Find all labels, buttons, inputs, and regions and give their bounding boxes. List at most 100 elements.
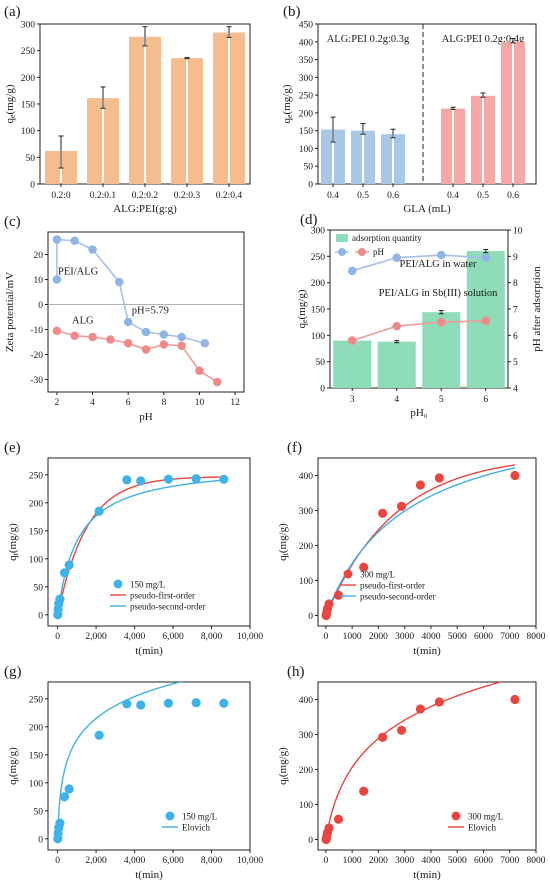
legend-entry-adsorption: adsorption quantity — [352, 233, 422, 243]
y-tick-label: 300 — [299, 507, 314, 517]
x-tick-label: 0 — [324, 632, 329, 642]
data-point — [70, 331, 80, 341]
x-tick-label: 3000 — [395, 856, 414, 866]
data-point — [200, 338, 210, 348]
ph-point — [347, 336, 357, 345]
y-tick-label: 300 — [21, 21, 36, 31]
x-tick-label: 0.4 — [447, 191, 459, 201]
bar — [514, 41, 525, 185]
y-tick-label: 200 — [29, 499, 44, 509]
bar — [45, 150, 60, 184]
x-axis-title: t(min) — [413, 869, 441, 881]
panel-label-c: (c) — [4, 214, 21, 230]
data-point — [55, 594, 65, 604]
data-point — [510, 694, 520, 705]
data-point — [123, 338, 133, 348]
bar — [87, 98, 102, 184]
x-tick-label: 0 — [324, 856, 329, 866]
x-tick-label: 2,000 — [85, 632, 107, 642]
x-tick-label: 8000 — [527, 632, 546, 642]
data-point — [378, 732, 388, 742]
y-tick-label: 250 — [299, 92, 314, 102]
y-tick-label: 100 — [299, 577, 314, 587]
y-tick-label: 50 — [304, 163, 314, 173]
y-tick-label: 50 — [34, 807, 44, 817]
data-point — [59, 792, 70, 802]
y-tick-label: 250 — [29, 471, 44, 481]
x-tick-label: 7000 — [500, 632, 519, 642]
ph-line — [352, 320, 486, 342]
y-axis-title: qe(mg/g) — [4, 84, 17, 123]
panel-label-a: (a) — [4, 4, 21, 20]
bar — [104, 98, 119, 184]
y-tick-label: 150 — [21, 101, 36, 111]
data-point — [136, 700, 146, 710]
bar — [188, 58, 203, 185]
x-tick-label: 10,000 — [237, 632, 263, 642]
x-tick-label: 0 — [55, 632, 60, 642]
legend-entry-fit: pseudo-second-order — [130, 602, 205, 612]
bar — [62, 150, 77, 184]
data-point — [219, 474, 229, 484]
x-tick-label: 5000 — [448, 632, 467, 642]
bar — [501, 41, 512, 185]
bar — [364, 130, 375, 184]
y-tick-label: 200 — [299, 109, 314, 119]
y-tick-label: 200 — [29, 723, 44, 733]
bar — [377, 341, 416, 388]
bar — [129, 36, 144, 184]
data-point — [123, 317, 133, 327]
y-tick-label: 0 — [38, 301, 43, 311]
legend-marker-blue — [338, 248, 346, 256]
data-point — [159, 330, 169, 339]
plot-frame — [47, 457, 251, 627]
panel-label: (h) — [287, 664, 305, 680]
legend-marker-red — [358, 248, 366, 256]
y-tick-label: 20 — [34, 251, 44, 261]
data-point — [191, 474, 201, 484]
x-tick-label: 6,000 — [162, 632, 184, 642]
y-tick-label: -30 — [30, 376, 43, 386]
x-tick-label: 4000 — [421, 632, 440, 642]
data-point — [163, 474, 174, 484]
data-point — [94, 506, 104, 516]
panel-e: 0 50 100 150 200 250 0 2,000 4,000 6,000 8,000 10,0… — [4, 440, 263, 657]
y-tick-label: 250 — [21, 47, 36, 57]
bar — [333, 340, 372, 388]
data-point — [378, 508, 388, 518]
y-tick-label: 200 — [299, 766, 314, 776]
y-tick-label-right: 10 — [513, 227, 523, 237]
data-point — [52, 235, 62, 244]
group-label-2: ALG:PEI 0.2g:0.4g — [442, 34, 525, 45]
y-tick-label: 0 — [320, 385, 325, 395]
bar — [484, 95, 495, 184]
y-tick-label: -10 — [30, 326, 43, 336]
plot-frame — [47, 681, 251, 851]
panel-label-d: (d) — [300, 212, 318, 228]
x-tick-label: 0.6 — [507, 191, 519, 201]
data-point — [88, 332, 97, 342]
annotation-water: PEI/ALG in water — [400, 259, 477, 270]
data-point — [510, 470, 520, 481]
ph-point — [481, 316, 491, 326]
y-tick-label: 200 — [21, 74, 36, 84]
fit-curve — [56, 682, 183, 839]
data-point — [70, 236, 80, 246]
x-tick-label: 0.2:0.1 — [90, 191, 117, 201]
y-tick-label: 100 — [311, 332, 326, 342]
y-tick-label: 50 — [26, 154, 36, 164]
plot-frame — [317, 23, 537, 185]
y-tick-label: 250 — [311, 253, 326, 263]
data-point — [59, 568, 70, 578]
data-point — [177, 332, 186, 342]
x-tick-label: 6000 — [474, 632, 493, 642]
fit-curve — [325, 467, 516, 616]
data-point — [88, 245, 97, 254]
x-tick-label: 0.2:0.2 — [132, 191, 159, 201]
y-axis-title: qe(mg/g) — [281, 84, 294, 123]
y-tick-label: 100 — [299, 145, 314, 155]
y-tick-label: 300 — [299, 74, 314, 84]
y-tick-label: 150 — [311, 306, 326, 316]
series-label-pei-alg: PEI/ALG — [58, 267, 99, 278]
